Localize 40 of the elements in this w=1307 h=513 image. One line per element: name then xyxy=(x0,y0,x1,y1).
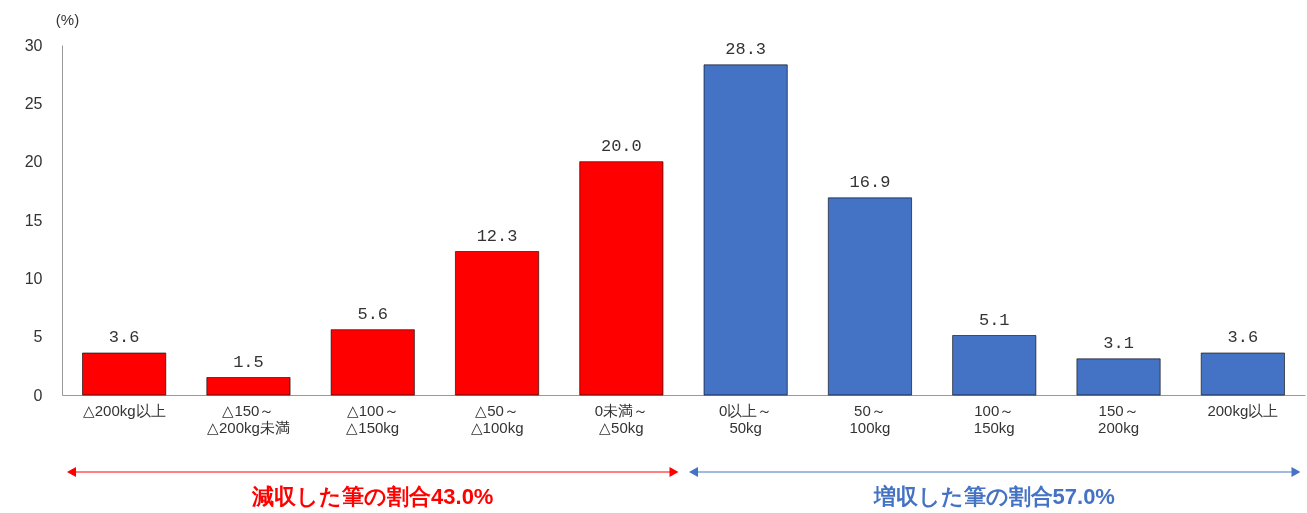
y-tick-label: 15 xyxy=(24,211,43,229)
data-label: 1.5 xyxy=(233,352,264,372)
bar xyxy=(579,161,664,396)
data-label: 20.0 xyxy=(600,136,642,156)
data-label: 3.1 xyxy=(1103,333,1134,353)
data-label: 3.6 xyxy=(1227,328,1259,347)
x-tick-label: 200kg以上 xyxy=(1207,401,1279,419)
x-tick-label: △100～ △150kg xyxy=(346,401,400,436)
x-tick-label: 0未満～ △50kg xyxy=(594,401,649,436)
data-label: 12.3 xyxy=(476,226,518,246)
x-tick-label: △50～ △100kg xyxy=(470,401,524,436)
y-axis-title: (%) xyxy=(55,10,80,28)
y-tick-label: 10 xyxy=(24,269,43,287)
y-tick-label: 0 xyxy=(33,386,43,404)
data-label: 5.1 xyxy=(978,310,1010,330)
bar xyxy=(703,64,788,396)
bar xyxy=(206,377,291,396)
bar xyxy=(330,329,415,396)
bar xyxy=(1200,352,1285,396)
y-tick-label: 5 xyxy=(33,328,43,346)
data-label: 5.6 xyxy=(357,304,389,324)
bar xyxy=(82,352,167,396)
data-label: 28.3 xyxy=(725,39,767,59)
bar xyxy=(952,335,1037,396)
x-tick-label: △200kg以上 xyxy=(82,401,166,419)
x-tick-label: 0以上～ 50kg xyxy=(718,401,773,436)
x-tick-label: △150～ △200kg未満 xyxy=(207,401,290,436)
x-tick-label: 50～ 100kg xyxy=(849,401,891,436)
text: 減収した筆の割合43.0% xyxy=(251,483,495,511)
x-tick-label: 100～ 150kg xyxy=(973,401,1015,436)
bar xyxy=(455,251,539,396)
y-tick-label: 30 xyxy=(24,36,43,54)
data-label: 16.9 xyxy=(849,172,891,192)
text: 増収した筆の割合57.0% xyxy=(872,483,1116,511)
data-label: 3.6 xyxy=(108,328,140,347)
bar xyxy=(828,197,912,396)
y-tick-label: 25 xyxy=(24,94,43,112)
y-tick-label: 20 xyxy=(24,153,43,171)
bar xyxy=(1076,358,1161,396)
x-tick-label: 150～ 200kg xyxy=(1098,401,1139,436)
